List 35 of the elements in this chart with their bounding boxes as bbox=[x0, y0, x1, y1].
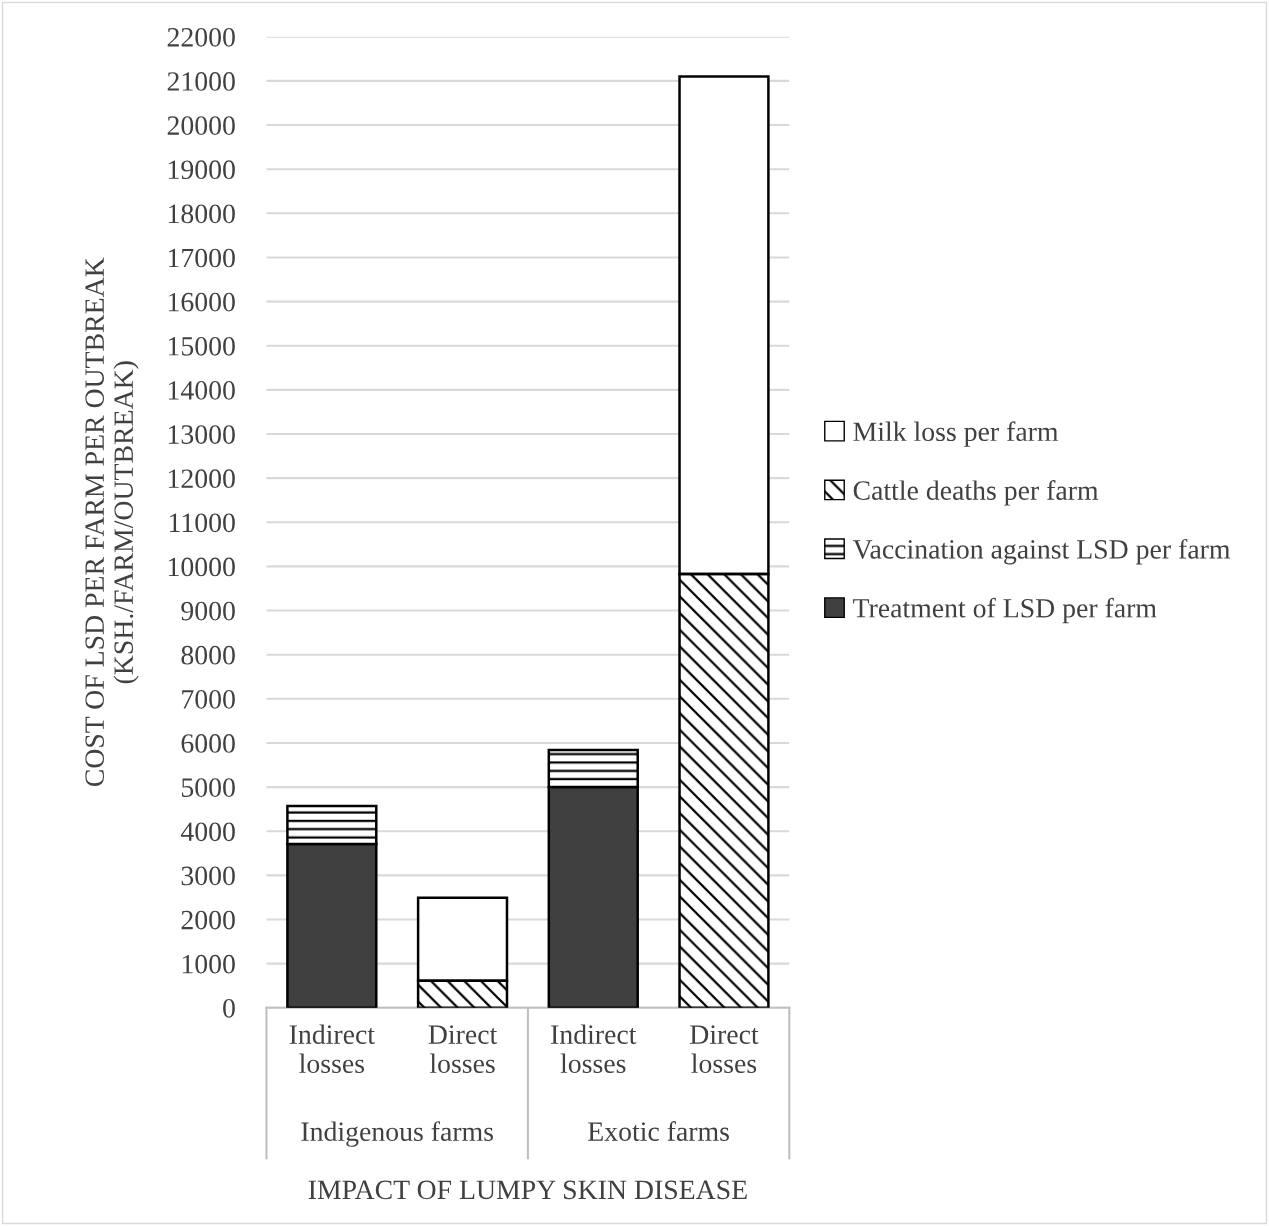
y-tick-label: 14000 bbox=[168, 381, 235, 400]
y-tick-label: 19000 bbox=[168, 160, 235, 180]
y-tick-label: 18000 bbox=[168, 204, 235, 224]
legend-label: Treatment of LSD per farm bbox=[853, 597, 1157, 624]
y-tick-label: 13000 bbox=[168, 425, 235, 444]
x-tick-label: Indirect losses bbox=[551, 1024, 637, 1074]
y-tick-label: 10000 bbox=[168, 557, 235, 577]
y-tick-label: 22000 bbox=[167, 27, 235, 47]
y-tick-label: 4000 bbox=[180, 822, 235, 842]
y-tick-label: 15000 bbox=[168, 336, 235, 356]
y-tick-label: 16000 bbox=[168, 292, 235, 312]
legend-label: Vaccination against LSD per farm bbox=[852, 538, 1231, 565]
y-axis-title: COST OF LSD PER FARM PER OUTBREAK (KSH./FARM/OUTBREAK) bbox=[85, 257, 139, 787]
legend-label: Milk loss per farm bbox=[853, 421, 1059, 447]
x-axis-title: IMPACT OF LUMPY SKIN DISEASE bbox=[308, 1180, 747, 1200]
y-tick-label: 5000 bbox=[181, 778, 235, 797]
y-tick-label: 0 bbox=[223, 998, 235, 1018]
text: Indigenous farms bbox=[301, 1121, 494, 1147]
y-tick-label: 11000 bbox=[169, 513, 235, 533]
y-tick-label: 17000 bbox=[168, 248, 235, 268]
y-tick-label: 20000 bbox=[167, 116, 235, 135]
y-tick-label: 12000 bbox=[168, 469, 235, 489]
x-tick-label: Direct losses bbox=[690, 1025, 759, 1074]
text: Exotic farms bbox=[588, 1121, 729, 1141]
y-tick-label: 3000 bbox=[181, 866, 235, 886]
y-tick-label: 8000 bbox=[181, 645, 235, 665]
y-tick-label: 6000 bbox=[181, 734, 235, 753]
y-tick-label: 1000 bbox=[182, 954, 235, 974]
y-tick-label: 9000 bbox=[181, 601, 235, 621]
y-tick-label: 2000 bbox=[181, 910, 235, 930]
y-tick-label: 21000 bbox=[167, 72, 235, 91]
y-tick-label: 7000 bbox=[182, 689, 235, 709]
x-tick-label: Indirect losses bbox=[289, 1024, 375, 1074]
x-tick-label: Direct losses bbox=[428, 1025, 498, 1074]
legend-label: Cattle deaths per farm bbox=[853, 480, 1099, 506]
